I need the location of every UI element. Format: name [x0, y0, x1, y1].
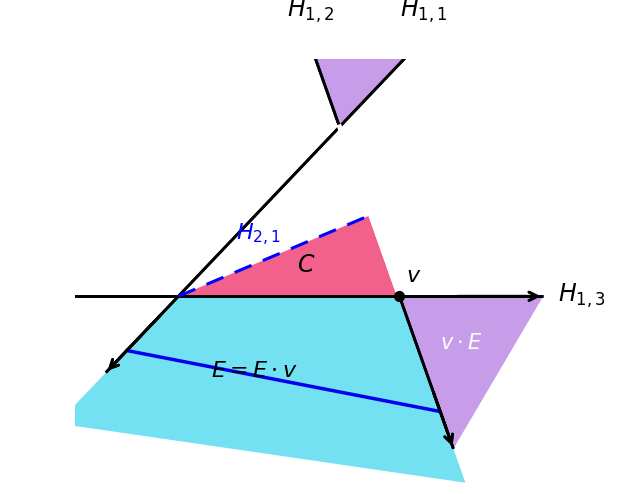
Polygon shape	[58, 296, 465, 483]
Polygon shape	[179, 215, 399, 296]
Text: $H_{1,2}$: $H_{1,2}$	[287, 0, 335, 25]
Polygon shape	[307, 34, 453, 449]
Polygon shape	[307, 34, 428, 127]
Text: $C$: $C$	[297, 253, 315, 277]
Text: $v \cdot E$: $v \cdot E$	[440, 333, 483, 353]
Polygon shape	[399, 296, 543, 449]
Text: $v \cdot C$: $v \cdot C$	[378, 192, 422, 212]
Polygon shape	[340, 127, 399, 296]
Text: $H_{1,1}$: $H_{1,1}$	[400, 0, 448, 25]
Text: $E = E \cdot v$: $E = E \cdot v$	[211, 360, 298, 381]
Text: $H_{1,3}$: $H_{1,3}$	[557, 282, 605, 310]
Text: $v$: $v$	[406, 265, 421, 287]
Text: $H_{2,1}$: $H_{2,1}$	[236, 222, 280, 248]
Polygon shape	[106, 34, 428, 372]
